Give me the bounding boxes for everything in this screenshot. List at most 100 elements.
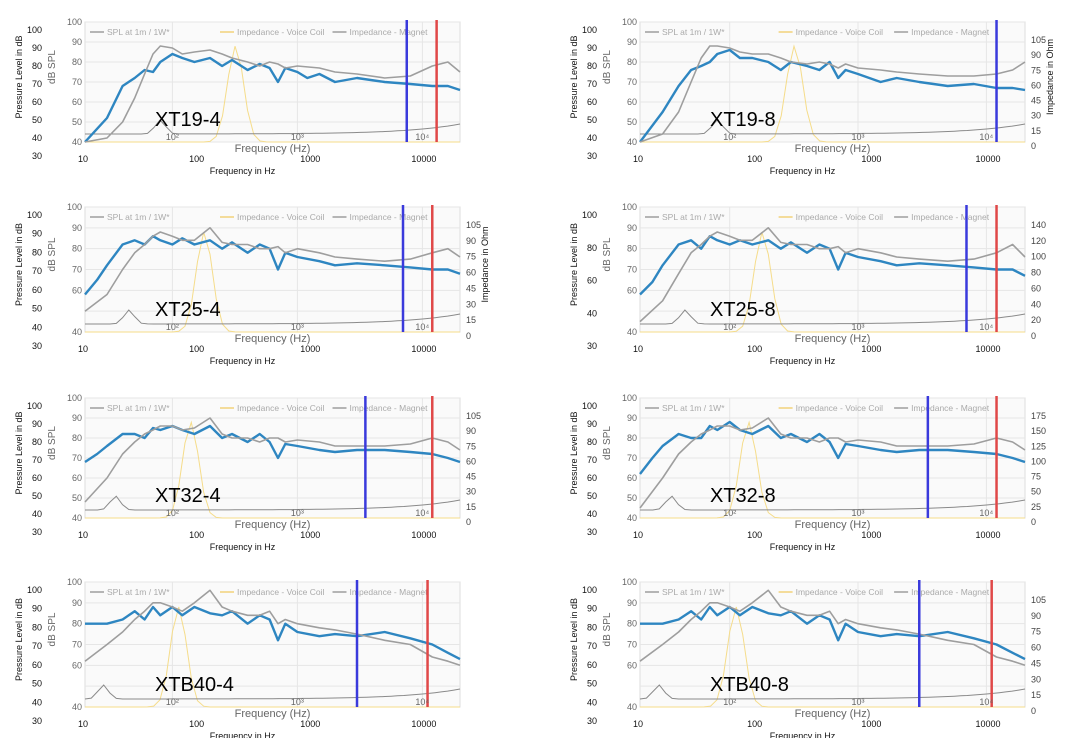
right-y-tick-label: 105	[1031, 35, 1046, 45]
impedance-magnet-line	[84, 684, 461, 700]
y-axis-label: dB SPL	[602, 50, 613, 84]
spl-reference-line	[84, 227, 461, 312]
x-tick-label-outer: 100	[189, 719, 204, 729]
y-tick-label-outer: 100	[27, 401, 42, 411]
y-tick-label-outer: 90	[32, 604, 42, 614]
right-y-tick-label: 0	[466, 517, 471, 527]
y-tick-label-outer: 90	[587, 419, 597, 429]
x-tick-label: 10³	[852, 508, 865, 518]
right-y-tick-label: 100	[1031, 456, 1046, 466]
right-y-tick-label: 60	[1031, 643, 1041, 653]
y-tick-label-outer: 40	[32, 509, 42, 519]
x-axis-label: Frequency (Hz)	[795, 333, 871, 345]
y-tick-label-outer: 30	[587, 341, 597, 351]
x-tick-label-outer: 1000	[300, 530, 320, 540]
y-tick-label-outer: 50	[587, 491, 597, 501]
x-tick-label-outer: 10	[78, 154, 88, 164]
spl-series-line	[85, 605, 461, 661]
y-tick-label: 60	[627, 97, 637, 107]
x-axis-label: Frequency (Hz)	[795, 708, 871, 720]
x-axis-label-outer: Frequency in Hz	[210, 356, 276, 366]
right-y-tick-label: 0	[1031, 517, 1036, 527]
right-y-tick-label: 15	[466, 502, 476, 512]
y-tick-label-outer: 60	[587, 276, 597, 286]
y-tick-label: 70	[627, 77, 637, 87]
spl-reference-line	[84, 45, 461, 143]
right-y-tick-label: 0	[1031, 706, 1036, 716]
x-tick-label-outer: 1000	[300, 719, 320, 729]
y-tick-label: 90	[627, 598, 637, 608]
x-tick-label-outer: 1000	[861, 719, 881, 729]
y-tick-label: 50	[627, 493, 637, 503]
y-tick-label-outer: 40	[587, 697, 597, 707]
chart-title: XT19-4	[155, 109, 221, 131]
impedance-voice-coil-line	[640, 232, 1025, 333]
y-tick-label-outer: 40	[587, 308, 597, 318]
y-tick-label: 80	[72, 244, 82, 254]
y-tick-label-outer: 50	[32, 491, 42, 501]
x-tick-label-outer: 100	[747, 344, 762, 354]
right-y-tick-label: 15	[1031, 126, 1041, 136]
right-y-tick-label: 60	[1031, 80, 1041, 90]
spl-series-line	[639, 235, 1026, 296]
y-tick-label-outer: 60	[32, 660, 42, 670]
chart-title: XT25-8	[710, 299, 776, 321]
y-tick-label-outer: 60	[32, 285, 42, 295]
y-tick-label: 60	[72, 285, 82, 295]
y-axis-label-outer: Pressure Level in dB	[569, 598, 579, 681]
y-tick-label-outer: 30	[587, 527, 597, 537]
legend-entry: Impedance - Magnet	[350, 212, 429, 222]
y-tick-label-outer: 30	[32, 527, 42, 537]
y-tick-label-outer: 60	[32, 97, 42, 107]
y-tick-label: 70	[627, 640, 637, 650]
y-tick-label: 100	[67, 202, 82, 212]
x-axis-label-outer: Frequency in Hz	[770, 166, 836, 176]
x-tick-label-outer: 100	[747, 154, 762, 164]
x-axis-label: Frequency (Hz)	[795, 143, 871, 155]
x-tick-label-outer: 10000	[411, 154, 436, 164]
chart-title: XT32-8	[710, 485, 776, 507]
legend-entry: Impedance - Voice Coil	[237, 587, 325, 597]
legend-entry: Impedance - Voice Coil	[237, 403, 325, 413]
y-tick-label-outer: 80	[587, 61, 597, 71]
y-tick-label: 100	[622, 577, 637, 587]
y-tick-label-outer: 100	[582, 585, 597, 595]
impedance-magnet-line	[640, 495, 1026, 511]
spl-reference-line	[639, 227, 1026, 323]
x-axis-label-outer: Frequency in Hz	[770, 731, 836, 738]
spl-series-line	[84, 235, 461, 296]
legend-entry: Impedance - Magnet	[350, 403, 429, 413]
legend-entry: SPL at 1m / 1W*	[662, 212, 725, 222]
legend-entry: SPL at 1m / 1W*	[662, 587, 725, 597]
y-axis-label: dB SPL	[602, 237, 613, 271]
x-tick-label: 10³	[291, 132, 304, 142]
y-tick-label: 40	[627, 513, 637, 523]
legend-entry: SPL at 1m / 1W*	[662, 403, 725, 413]
y-tick-label: 50	[627, 117, 637, 127]
y-axis-label: dB SPL	[602, 426, 613, 460]
right-y-tick-label: 15	[1031, 690, 1041, 700]
y-tick-label-outer: 80	[32, 622, 42, 632]
right-y-tick-label: 0	[1031, 331, 1036, 341]
y-tick-label-outer: 70	[32, 641, 42, 651]
right-y-tick-label: 90	[466, 426, 476, 436]
x-tick-label-outer: 100	[747, 530, 762, 540]
y-tick-label-outer: 40	[32, 697, 42, 707]
x-tick-label-outer: 10	[633, 344, 643, 354]
y-tick-label-outer: 90	[32, 229, 42, 239]
y-tick-label-outer: 80	[32, 247, 42, 257]
impedance-voice-coil-line	[640, 420, 1025, 519]
y-tick-label-outer: 90	[587, 43, 597, 53]
x-tick-label: 10⁴	[415, 322, 429, 332]
chart-title: XTB40-4	[155, 674, 234, 696]
y-tick-label: 90	[72, 413, 82, 423]
y-tick-label-outer: 50	[32, 679, 42, 689]
x-tick-label: 10³	[852, 322, 865, 332]
legend-entry: Impedance - Voice Coil	[796, 403, 884, 413]
y-tick-label-outer: 50	[32, 115, 42, 125]
right-y-tick-label: 140	[1031, 220, 1046, 230]
y-tick-label: 70	[72, 265, 82, 275]
y-axis-label-outer: Pressure Level in dB	[14, 411, 24, 494]
x-axis-label-outer: Frequency in Hz	[210, 731, 276, 738]
y-tick-label-outer: 60	[32, 473, 42, 483]
